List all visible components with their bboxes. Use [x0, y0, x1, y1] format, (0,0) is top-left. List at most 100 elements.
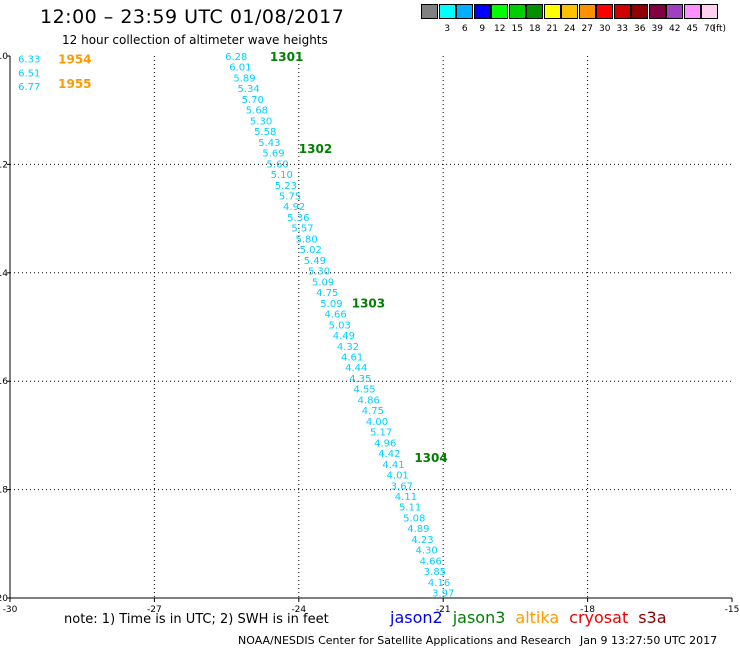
- swh-value-label: 5.49: [304, 256, 326, 267]
- swh-value-label: 5.36: [287, 213, 309, 224]
- satellite-legend-item: altika: [515, 608, 560, 627]
- scale-label: 36: [634, 24, 646, 34]
- swh-value-label: 5.68: [246, 106, 268, 117]
- x-tick-label: -15: [725, 605, 740, 615]
- swh-value-label: 5.11: [399, 503, 421, 514]
- scale-label: 39: [651, 24, 663, 34]
- swh-value-label: 5.17: [370, 428, 392, 439]
- swh-value-label: 6.28: [225, 52, 247, 63]
- swh-value-label: 5.30: [308, 267, 330, 278]
- swh-value-label: 5.10: [271, 170, 293, 181]
- pass-time-label: 1303: [352, 297, 385, 311]
- swh-value-label: 4.96: [374, 438, 396, 449]
- swh-value-label: 4.42: [378, 449, 400, 460]
- scale-label: 6: [461, 24, 468, 34]
- pass-time-label: 1304: [414, 451, 447, 465]
- y-tick-label: -16: [0, 377, 8, 387]
- pass-time-label: 1954: [58, 53, 91, 67]
- swh-value-label: 5.69: [262, 149, 284, 160]
- pass-time-label: 1955: [58, 77, 91, 91]
- swh-value-label: 5.70: [242, 95, 264, 106]
- swh-value-label: 4.11: [395, 492, 417, 503]
- credit-line: NOAA/NESDIS Center for Satellite Applica…: [238, 634, 572, 647]
- swh-value-label: 5.08: [403, 513, 425, 524]
- swh-value-label: 4.61: [341, 352, 363, 363]
- footer-note: note: 1) Time is in UTC; 2) SWH is in fe…: [64, 612, 329, 627]
- swh-value-label: 4.89: [407, 524, 429, 535]
- swh-value-label: 4.41: [382, 460, 404, 471]
- swh-value-label: 5.58: [254, 127, 276, 138]
- scale-swatch: [596, 4, 613, 19]
- swh-value-label: 4.00: [366, 417, 388, 428]
- scale-swatch: [508, 4, 526, 19]
- x-tick-label: -30: [3, 605, 18, 615]
- satellite-legend: jason2 jason3 altika cryosat s3a: [390, 608, 677, 627]
- scale-swatch: [473, 4, 491, 19]
- scale-label: 9: [479, 24, 486, 34]
- swh-value-label: 3.85: [424, 567, 446, 578]
- scale-label: 12: [494, 24, 506, 34]
- swh-value-label: 6.01: [229, 63, 251, 74]
- scale-label: 24: [564, 24, 576, 34]
- scale-label: 30: [599, 24, 611, 34]
- swh-value-label: 5.09: [320, 299, 342, 310]
- swh-value-label: 4.92: [283, 202, 305, 213]
- swh-value-label: 4.35: [349, 374, 371, 385]
- swh-value-label: 4.23: [411, 535, 433, 546]
- scale-swatch: [631, 4, 648, 19]
- scale-swatch: [543, 4, 561, 19]
- scale-swatch: [526, 4, 543, 19]
- swh-value-label: 4.44: [345, 363, 367, 374]
- swh-value-label: 5.34: [238, 84, 260, 95]
- swh-value-label: 5.60: [266, 159, 288, 170]
- swh-value-label: 5.23: [275, 181, 297, 192]
- scale-label: 45: [686, 24, 698, 34]
- y-tick-label: -18: [0, 486, 8, 496]
- swh-value-label: 5.57: [291, 224, 313, 235]
- y-tick-label: -12: [0, 160, 8, 170]
- swh-value-label: 5.30: [250, 116, 272, 127]
- y-tick-label: -20: [0, 594, 8, 604]
- swh-value-label: 6.33: [18, 55, 40, 66]
- chart-subtitle: 12 hour collection of altimeter wave hei…: [62, 33, 328, 47]
- scale-swatch: [666, 4, 683, 19]
- swh-value-label: 5.02: [300, 245, 322, 256]
- y-tick-label: -14: [0, 269, 8, 279]
- scale-unit-label: (ft): [712, 24, 727, 34]
- swh-value-label: 5.75: [279, 192, 301, 203]
- scale-swatch: [648, 4, 666, 19]
- pass-time-label: 1301: [270, 50, 303, 64]
- swh-value-label: 3.67: [391, 481, 413, 492]
- scale-swatch: [561, 4, 578, 19]
- x-tick-label: -24: [291, 605, 306, 615]
- swh-value-label: 4.32: [337, 342, 359, 353]
- scale-label: 70: [704, 24, 716, 34]
- swh-value-label: 4.16: [428, 578, 450, 589]
- scale-swatch: [491, 4, 508, 19]
- y-tick-label: -10: [0, 52, 8, 62]
- swh-value-label: 5.03: [329, 320, 351, 331]
- generation-timestamp: Jan 9 13:27:50 UTC 2017: [580, 634, 718, 647]
- chart-title: 12:00 – 23:59 UTC 01/08/2017: [40, 6, 345, 28]
- scale-swatch: [456, 4, 473, 19]
- swh-value-label: 6.51: [18, 68, 40, 79]
- swh-value-label: 3.97: [432, 589, 454, 600]
- swh-value-label: 4.66: [420, 556, 442, 567]
- x-tick-label: -27: [147, 605, 162, 615]
- swh-value-label: 5.80: [295, 234, 317, 245]
- pass-time-label: 1302: [299, 142, 332, 156]
- satellite-legend-item: jason3: [452, 608, 506, 627]
- x-tick-label: -21: [436, 605, 451, 615]
- scale-label: 27: [581, 24, 593, 34]
- scale-label: 33: [616, 24, 628, 34]
- scale-swatch: [683, 4, 701, 19]
- swh-value-label: 4.75: [362, 406, 384, 417]
- swh-value-label: 4.75: [316, 288, 338, 299]
- swh-value-label: 6.77: [18, 82, 40, 93]
- satellite-legend-item: cryosat: [569, 608, 629, 627]
- swh-value-label: 5.89: [233, 73, 255, 84]
- scale-label: 42: [669, 24, 681, 34]
- scale-swatch: [701, 4, 718, 19]
- swh-value-label: 4.66: [324, 310, 346, 321]
- x-tick-label: -18: [580, 605, 595, 615]
